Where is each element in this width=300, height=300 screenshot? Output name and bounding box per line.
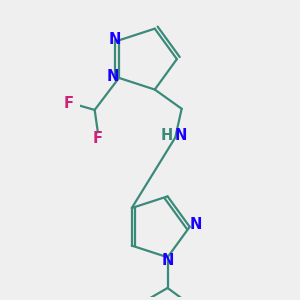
Text: N: N — [161, 253, 174, 268]
Text: F: F — [93, 131, 103, 146]
Text: N: N — [109, 32, 121, 46]
Text: F: F — [63, 96, 74, 111]
Text: H: H — [160, 128, 172, 143]
Text: N: N — [107, 69, 119, 84]
Text: N: N — [190, 218, 202, 232]
Text: N: N — [174, 128, 187, 143]
